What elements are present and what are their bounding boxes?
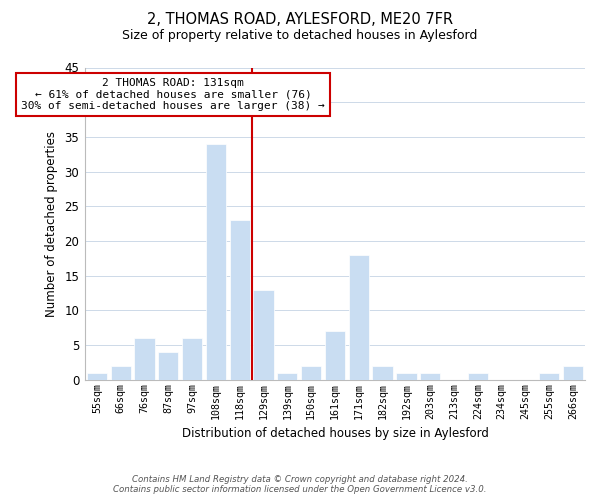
Text: Contains HM Land Registry data © Crown copyright and database right 2024.
Contai: Contains HM Land Registry data © Crown c… <box>113 474 487 494</box>
Bar <box>563 366 583 380</box>
Bar <box>206 144 226 380</box>
Bar <box>539 373 559 380</box>
Bar <box>396 373 416 380</box>
Text: Size of property relative to detached houses in Aylesford: Size of property relative to detached ho… <box>122 29 478 42</box>
Bar <box>87 373 107 380</box>
Bar <box>373 366 393 380</box>
Text: 2, THOMAS ROAD, AYLESFORD, ME20 7FR: 2, THOMAS ROAD, AYLESFORD, ME20 7FR <box>147 12 453 28</box>
X-axis label: Distribution of detached houses by size in Aylesford: Distribution of detached houses by size … <box>182 427 488 440</box>
Bar <box>325 332 345 380</box>
Y-axis label: Number of detached properties: Number of detached properties <box>44 130 58 316</box>
Text: 2 THOMAS ROAD: 131sqm
← 61% of detached houses are smaller (76)
30% of semi-deta: 2 THOMAS ROAD: 131sqm ← 61% of detached … <box>21 78 325 111</box>
Bar <box>468 373 488 380</box>
Bar <box>158 352 178 380</box>
Bar <box>277 373 298 380</box>
Bar <box>110 366 131 380</box>
Bar <box>301 366 321 380</box>
Bar <box>253 290 274 380</box>
Bar <box>420 373 440 380</box>
Bar <box>134 338 155 380</box>
Bar <box>230 220 250 380</box>
Bar <box>182 338 202 380</box>
Bar <box>349 255 369 380</box>
